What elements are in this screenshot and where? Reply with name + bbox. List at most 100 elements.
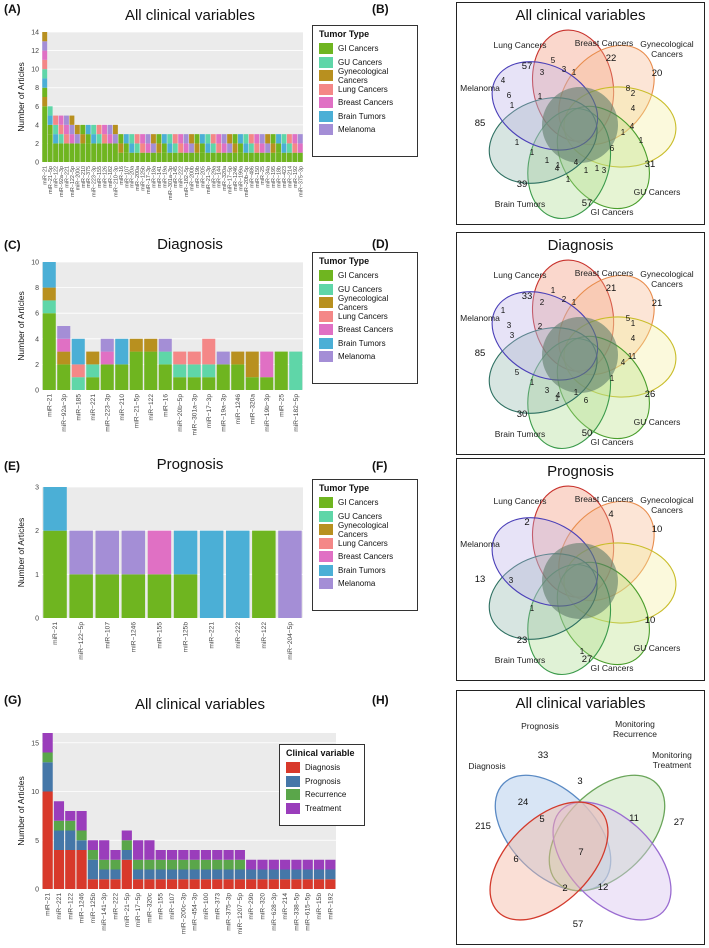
- x-tick-label: miR−21: [46, 394, 53, 417]
- legend-label: Breast Cancers: [338, 552, 394, 562]
- bar-segment: [270, 152, 276, 162]
- bar-segment: [64, 134, 69, 144]
- venn-set-label: GU Cancers: [634, 643, 681, 653]
- bar-segment: [110, 859, 121, 870]
- y-tick-label: 8: [35, 85, 39, 92]
- venn-count: 27: [674, 817, 685, 828]
- x-tick-label: miR−454−3p: [192, 893, 199, 931]
- bar-segment: [64, 143, 69, 162]
- bar-segment: [151, 143, 156, 153]
- bar-segment: [147, 530, 172, 575]
- bar-segment: [69, 143, 75, 162]
- bar-segment: [313, 879, 325, 889]
- venn-set-label: Lung Cancers: [494, 496, 547, 506]
- bar-segment: [158, 338, 172, 352]
- bar-segment: [121, 859, 132, 889]
- bar-segment: [140, 134, 146, 144]
- bar-segment: [178, 850, 189, 860]
- legend-label: Recurrence: [305, 790, 347, 800]
- legend-item-melanoma: Melanoma: [319, 350, 411, 364]
- venn-count: 10: [645, 615, 656, 626]
- venn-count: 21: [606, 283, 617, 294]
- x-tick-label: miR−29a: [211, 166, 217, 188]
- legend-label: Lung Cancers: [338, 538, 388, 548]
- bar-segment: [212, 869, 223, 880]
- legend-title: Tumor Type: [319, 483, 370, 493]
- bar-segment: [80, 134, 86, 144]
- legend-title: Tumor Type: [319, 29, 370, 39]
- venn-count: 11: [629, 813, 639, 824]
- venn-count: 8: [626, 84, 631, 93]
- bar-segment: [268, 879, 279, 889]
- bar-segment: [155, 869, 166, 880]
- bar-segment: [245, 351, 259, 378]
- bar-segment: [178, 143, 184, 153]
- venn-set-label: Melanoma: [460, 313, 500, 323]
- bar-segment: [110, 850, 121, 860]
- venn-count: 2: [562, 295, 567, 304]
- bar-segment: [134, 143, 140, 153]
- x-tick-label: miR−221: [56, 893, 63, 920]
- bar-segment: [65, 850, 76, 889]
- bar-segment: [223, 850, 234, 860]
- bar-segment: [158, 364, 172, 390]
- legend-label: Gynecological Cancers: [338, 520, 389, 539]
- x-tick-label: miR−122−5p: [70, 166, 76, 197]
- bar-segment: [216, 152, 222, 162]
- venn-count: 5: [551, 56, 556, 65]
- x-tick-label: miR−1246: [130, 622, 137, 653]
- bar-segment: [107, 134, 113, 144]
- bar-segment: [91, 124, 97, 135]
- venn-count: 4: [631, 334, 636, 343]
- y-tick-label: 6: [35, 104, 39, 111]
- bar-segment: [200, 879, 212, 889]
- bar-segment: [76, 850, 87, 889]
- bar-segment: [85, 143, 91, 162]
- y-tick-label: 2: [35, 528, 39, 535]
- venn-count: 50: [582, 428, 593, 439]
- swatch: [319, 337, 333, 349]
- bar-segment: [95, 574, 119, 618]
- label-line: Gynecological: [640, 39, 694, 49]
- x-tick-label: miR−20b−5p: [177, 394, 184, 432]
- venn-count: 1: [510, 101, 515, 110]
- bar-segment: [238, 143, 243, 153]
- venn-set-label: Monitoring Recurrence: [613, 719, 657, 739]
- bar-segment: [58, 115, 64, 125]
- bar-segment: [286, 134, 292, 144]
- bar-segment: [167, 152, 173, 162]
- y-tick-label: 3: [35, 485, 39, 492]
- y-tick-label: 5: [35, 838, 39, 845]
- bar-segment: [265, 134, 271, 144]
- bar-segment: [189, 869, 200, 880]
- legend-item-gi: GI Cancers: [319, 269, 411, 283]
- x-tick-label: miR−199a: [238, 166, 244, 191]
- bar-segment: [42, 50, 48, 60]
- bar-segment: [85, 134, 91, 144]
- bar-segment: [140, 152, 146, 162]
- bar-segment: [289, 351, 303, 390]
- legend-label: Prognosis: [305, 776, 341, 786]
- venn-count: 5: [515, 368, 520, 377]
- bar-segment: [202, 338, 216, 365]
- bar-segment: [43, 487, 67, 531]
- bar-segment: [245, 377, 259, 390]
- legend-tumor-type-c: Tumor Type GI Cancers GU Cancers Gynecol…: [312, 252, 418, 384]
- bar-segment: [53, 850, 65, 889]
- bar-segment: [144, 338, 158, 352]
- venn-set-label: Lung Cancers: [494, 270, 547, 280]
- legend-title: Clinical variable: [286, 748, 355, 758]
- bar-segment: [232, 134, 238, 144]
- venn-set-label: Gynecological Cancers: [640, 39, 694, 59]
- bar-segment: [121, 840, 132, 850]
- venn-count: 1: [530, 604, 535, 613]
- bar-segment: [144, 879, 155, 889]
- swatch: [319, 578, 333, 590]
- x-tick-label: miR−34a: [266, 166, 272, 188]
- bar-segment: [87, 859, 98, 880]
- swatch: [319, 43, 333, 55]
- bar-segment: [42, 87, 48, 97]
- venn-count: 22: [606, 53, 617, 64]
- bar-segment: [129, 338, 143, 352]
- bar-segment: [76, 811, 87, 831]
